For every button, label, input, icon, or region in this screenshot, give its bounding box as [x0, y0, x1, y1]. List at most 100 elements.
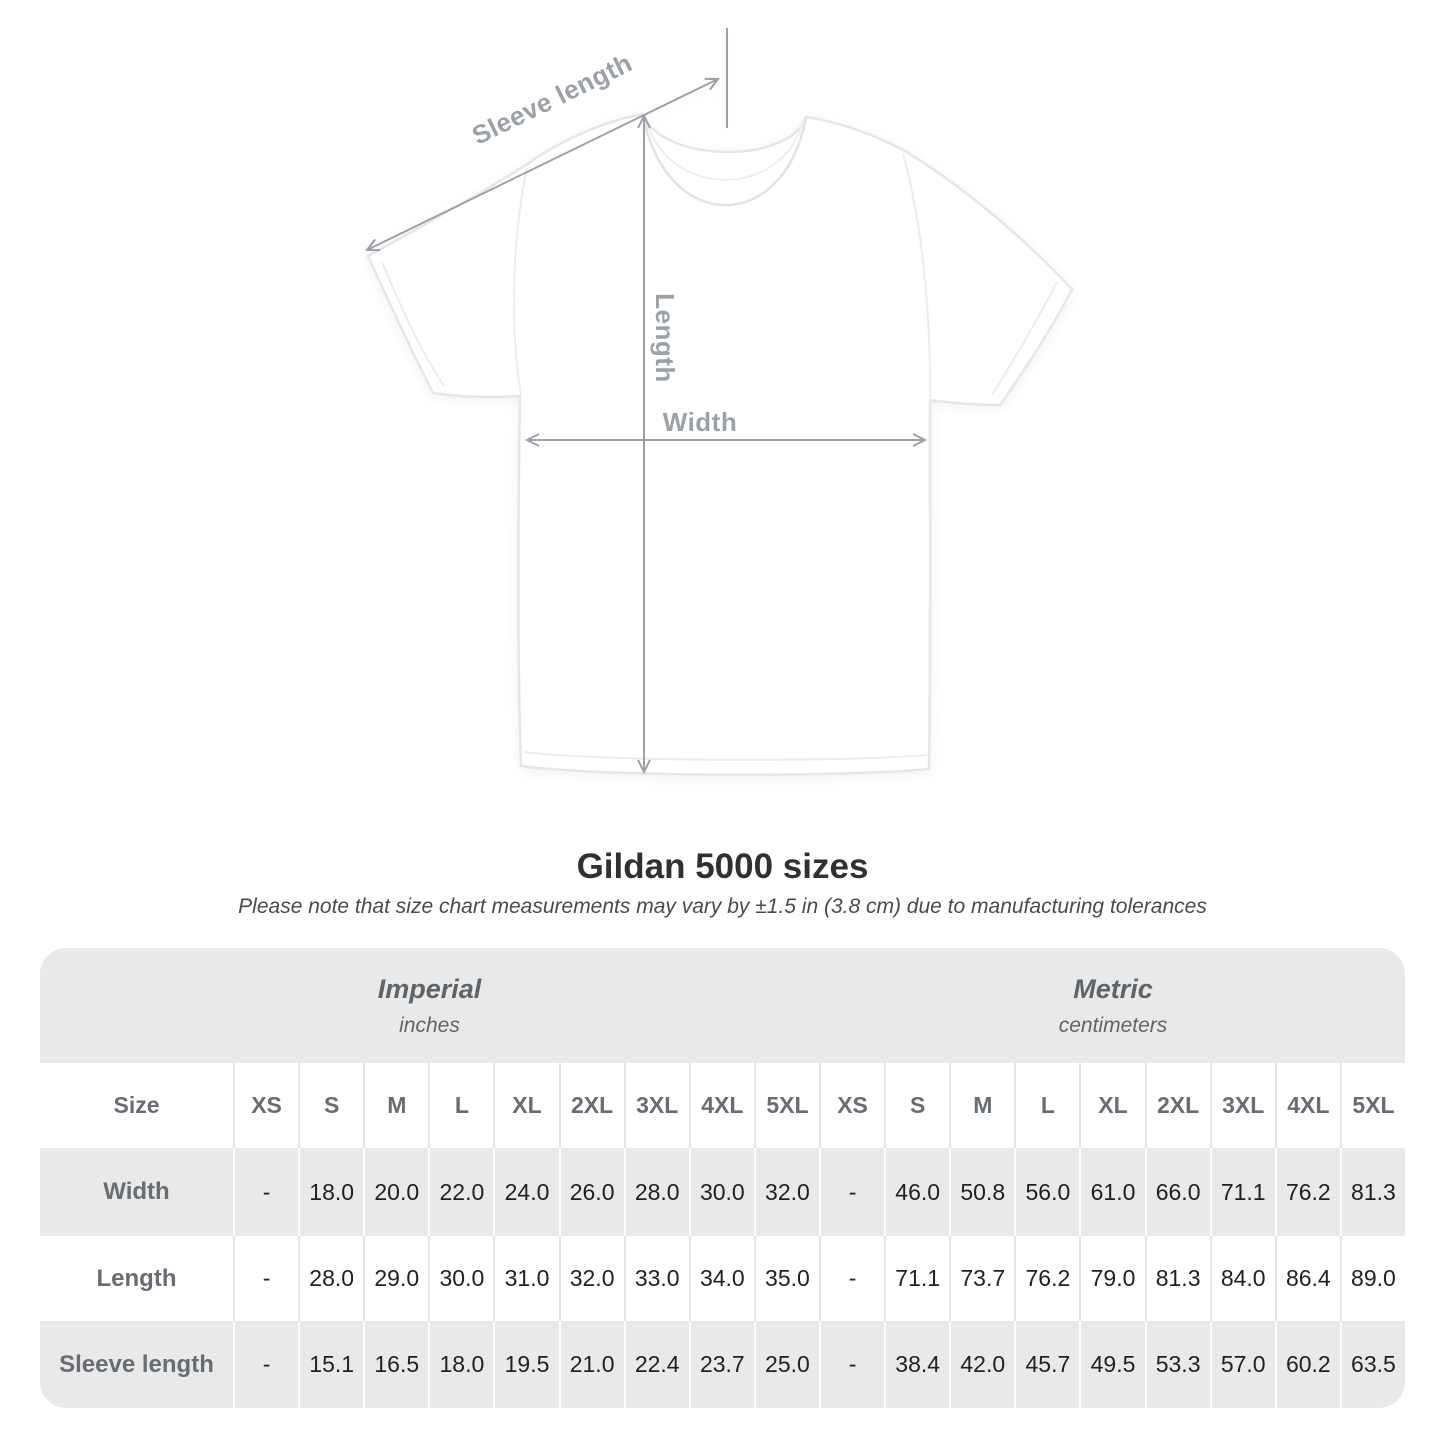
sleeve-imperial-l: 18.0	[428, 1321, 493, 1408]
sleeve-metric-m: 42.0	[949, 1321, 1014, 1408]
right-sleeve-hem	[991, 281, 1058, 396]
tolerance-note: Please note that size chart measurements…	[238, 895, 1207, 918]
size-header-imperial-5xl: 5XL	[753, 1063, 819, 1148]
width-imperial-4xl: 30.0	[688, 1148, 754, 1236]
tshirt-body-shape	[366, 112, 1074, 776]
width-metric-xs: -	[819, 1148, 884, 1236]
width-imperial-xs: -	[233, 1148, 298, 1236]
length-imperial-l: 30.0	[428, 1236, 493, 1321]
width-imperial-l: 22.0	[428, 1148, 493, 1236]
unit-group-band: Imperial inches Metric centimeters	[40, 948, 1405, 1063]
size-header-metric-4xl: 4XL	[1274, 1063, 1340, 1148]
imperial-label: Imperial	[377, 973, 482, 1004]
length-imperial-2xl: 32.0	[558, 1236, 624, 1321]
size-header-imperial-3xl: 3XL	[623, 1063, 689, 1148]
width-imperial-2xl: 26.0	[558, 1148, 624, 1236]
sleeve-imperial-5xl: 25.0	[753, 1321, 819, 1408]
size-header-metric-m: M	[949, 1063, 1014, 1148]
width-metric-5xl: 81.3	[1339, 1148, 1405, 1236]
sleeve-imperial-xl: 19.5	[493, 1321, 558, 1408]
width-imperial-m: 20.0	[363, 1148, 428, 1236]
sleeve-metric-3xl: 57.0	[1209, 1321, 1275, 1408]
length-imperial-3xl: 33.0	[623, 1236, 689, 1321]
sleeve-metric-s: 38.4	[884, 1321, 949, 1408]
metric-group-header: Metric centimeters	[819, 948, 1405, 1063]
length-imperial-xl: 31.0	[493, 1236, 558, 1321]
row-label-sleeve-length: Sleeve length	[59, 1350, 214, 1378]
length-metric-s: 71.1	[884, 1236, 949, 1321]
title-block: Gildan 5000 sizes Please note that size …	[0, 846, 1445, 919]
sleeve-metric-2xl: 53.3	[1144, 1321, 1210, 1408]
length-metric-xl: 79.0	[1079, 1236, 1144, 1321]
width-metric-xl: 61.0	[1079, 1148, 1144, 1236]
length-imperial-m: 29.0	[363, 1236, 428, 1321]
imperial-group-header: Imperial inches	[40, 948, 819, 1063]
metric-unit: centimeters	[1058, 1013, 1168, 1037]
size-header-metric-5xl: 5XL	[1339, 1063, 1405, 1148]
width-metric-3xl: 71.1	[1209, 1148, 1275, 1236]
size-header-imperial-4xl: 4XL	[688, 1063, 754, 1148]
width-metric-l: 56.0	[1014, 1148, 1079, 1236]
sleeve-metric-l: 45.7	[1014, 1321, 1079, 1408]
sleeve-imperial-xs: -	[233, 1321, 298, 1408]
sleeve-imperial-3xl: 22.4	[623, 1321, 689, 1408]
sleeve-imperial-s: 15.1	[298, 1321, 363, 1408]
length-metric-l: 76.2	[1014, 1236, 1079, 1321]
length-metric-m: 73.7	[949, 1236, 1014, 1321]
length-imperial-5xl: 35.0	[753, 1236, 819, 1321]
sleeve-metric-xs: -	[819, 1321, 884, 1408]
size-header-metric-l: L	[1014, 1063, 1079, 1148]
sleeve-metric-4xl: 60.2	[1274, 1321, 1340, 1408]
size-column-header: Size	[113, 1092, 160, 1118]
length-label: Length	[650, 293, 680, 383]
size-header-metric-s: S	[884, 1063, 949, 1148]
sleeve-metric-xl: 49.5	[1079, 1321, 1144, 1408]
sleeve-imperial-2xl: 21.0	[558, 1321, 624, 1408]
size-header-metric-3xl: 3XL	[1209, 1063, 1275, 1148]
size-chart-table: Imperial inches Metric centimeters Size …	[40, 948, 1405, 1408]
size-header-metric-xs: XS	[819, 1063, 884, 1148]
length-imperial-4xl: 34.0	[688, 1236, 754, 1321]
length-imperial-xs: -	[233, 1236, 298, 1321]
size-header-row: Size XS S M L XL 2XL 3XL 4XL 5XL XS S M …	[40, 1063, 1405, 1148]
width-metric-s: 46.0	[884, 1148, 949, 1236]
metric-label: Metric	[1073, 973, 1153, 1004]
size-header-imperial-s: S	[298, 1063, 363, 1148]
length-metric-5xl: 89.0	[1339, 1236, 1405, 1321]
left-sleeve-hem	[381, 261, 445, 387]
table-row-length: Length - 28.0 29.0 30.0 31.0 32.0 33.0 3…	[40, 1236, 1405, 1321]
size-header-imperial-l: L	[428, 1063, 493, 1148]
size-header-imperial-xs: XS	[233, 1063, 298, 1148]
length-metric-4xl: 86.4	[1274, 1236, 1340, 1321]
sleeve-metric-5xl: 63.5	[1339, 1321, 1405, 1408]
bottom-hem-line	[523, 751, 928, 761]
row-label-length: Length	[96, 1264, 177, 1292]
page-title: Gildan 5000 sizes	[576, 847, 869, 886]
width-label: Width	[662, 407, 738, 437]
sleeve-length-arrow	[367, 79, 718, 250]
width-metric-m: 50.8	[949, 1148, 1014, 1236]
table-row-sleeve-length: Sleeve length - 15.1 16.5 18.0 19.5 21.0…	[40, 1321, 1405, 1408]
sleeve-imperial-4xl: 23.7	[688, 1321, 754, 1408]
row-label-width: Width	[103, 1178, 170, 1205]
length-imperial-s: 28.0	[298, 1236, 363, 1321]
size-header-imperial-m: M	[363, 1063, 428, 1148]
width-imperial-s: 18.0	[298, 1148, 363, 1236]
size-header-imperial-xl: XL	[493, 1063, 558, 1148]
size-header-imperial-2xl: 2XL	[558, 1063, 624, 1148]
width-metric-2xl: 66.0	[1144, 1148, 1210, 1236]
width-imperial-5xl: 32.0	[753, 1148, 819, 1236]
tshirt-illustration	[0, 28, 1074, 776]
width-imperial-3xl: 28.0	[623, 1148, 689, 1236]
sleeve-imperial-m: 16.5	[363, 1321, 428, 1408]
width-imperial-xl: 24.0	[493, 1148, 558, 1236]
tshirt-measurement-diagram: Sleeve length Length Width	[0, 28, 1074, 776]
length-metric-2xl: 81.3	[1144, 1236, 1210, 1321]
width-metric-4xl: 76.2	[1274, 1148, 1340, 1236]
imperial-unit: inches	[399, 1013, 460, 1037]
table-row-width: Width - 18.0 20.0 22.0 24.0 26.0 28.0 30…	[40, 1148, 1405, 1236]
length-metric-3xl: 84.0	[1209, 1236, 1275, 1321]
size-header-metric-2xl: 2XL	[1144, 1063, 1210, 1148]
size-header-metric-xl: XL	[1079, 1063, 1144, 1148]
